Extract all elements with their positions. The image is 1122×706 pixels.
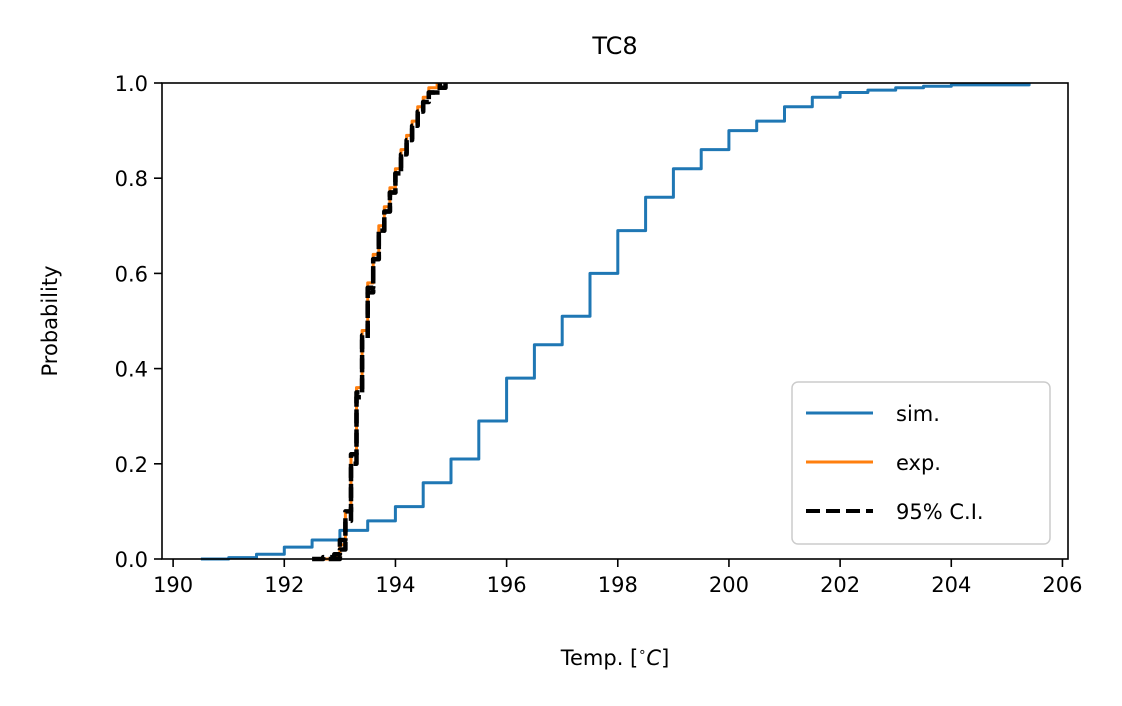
y-axis-title: Probability (38, 265, 62, 376)
legend-box (791, 381, 1051, 545)
y-tick-label: 1.0 (115, 72, 148, 96)
x-tick-label: 192 (264, 573, 304, 597)
x-axis-title-degree: ∘ (638, 645, 646, 660)
legend-label-ci: 95% C.I. (896, 500, 984, 524)
legend: sim. exp. 95% C.I. (791, 381, 1051, 545)
x-tick-label: 190 (153, 573, 193, 597)
legend-label-sim: sim. (896, 402, 940, 426)
y-tick-label: 0.8 (115, 167, 148, 191)
chart-title: TC8 (591, 32, 637, 60)
y-tick-label: 0.0 (115, 548, 148, 572)
series-line-exp-1 (323, 83, 439, 561)
x-axis-title-suffix: ] (661, 646, 669, 670)
series-line-95-c-i-2 (312, 83, 443, 562)
axes-frame (161, 82, 1069, 560)
x-axis: 190 192 194 196 198 200 202 204 206 (153, 559, 1082, 597)
y-tick-label: 0.4 (115, 358, 148, 382)
x-tick-label: 206 (1042, 573, 1082, 597)
x-axis-title: Temp. [∘C] (560, 645, 670, 670)
x-axis-title-unit: C (646, 646, 661, 670)
y-tick-label: 0.2 (115, 453, 148, 477)
x-tick-label: 198 (598, 573, 638, 597)
x-axis-title-prefix: Temp. [ (560, 646, 639, 670)
x-tick-label: 204 (931, 573, 971, 597)
x-tick-label: 200 (709, 573, 749, 597)
legend-label-exp: exp. (896, 451, 941, 475)
y-axis: 0.0 0.2 0.4 0.6 0.8 1.0 (115, 72, 162, 572)
x-tick-label: 202 (820, 573, 860, 597)
x-tick-label: 194 (375, 573, 415, 597)
y-tick-label: 0.6 (115, 262, 148, 286)
plot-area (200, 83, 1031, 562)
x-tick-label: 196 (487, 573, 527, 597)
series-line-95-c-i-3 (328, 83, 448, 562)
series-line-sim-0 (200, 83, 1031, 561)
